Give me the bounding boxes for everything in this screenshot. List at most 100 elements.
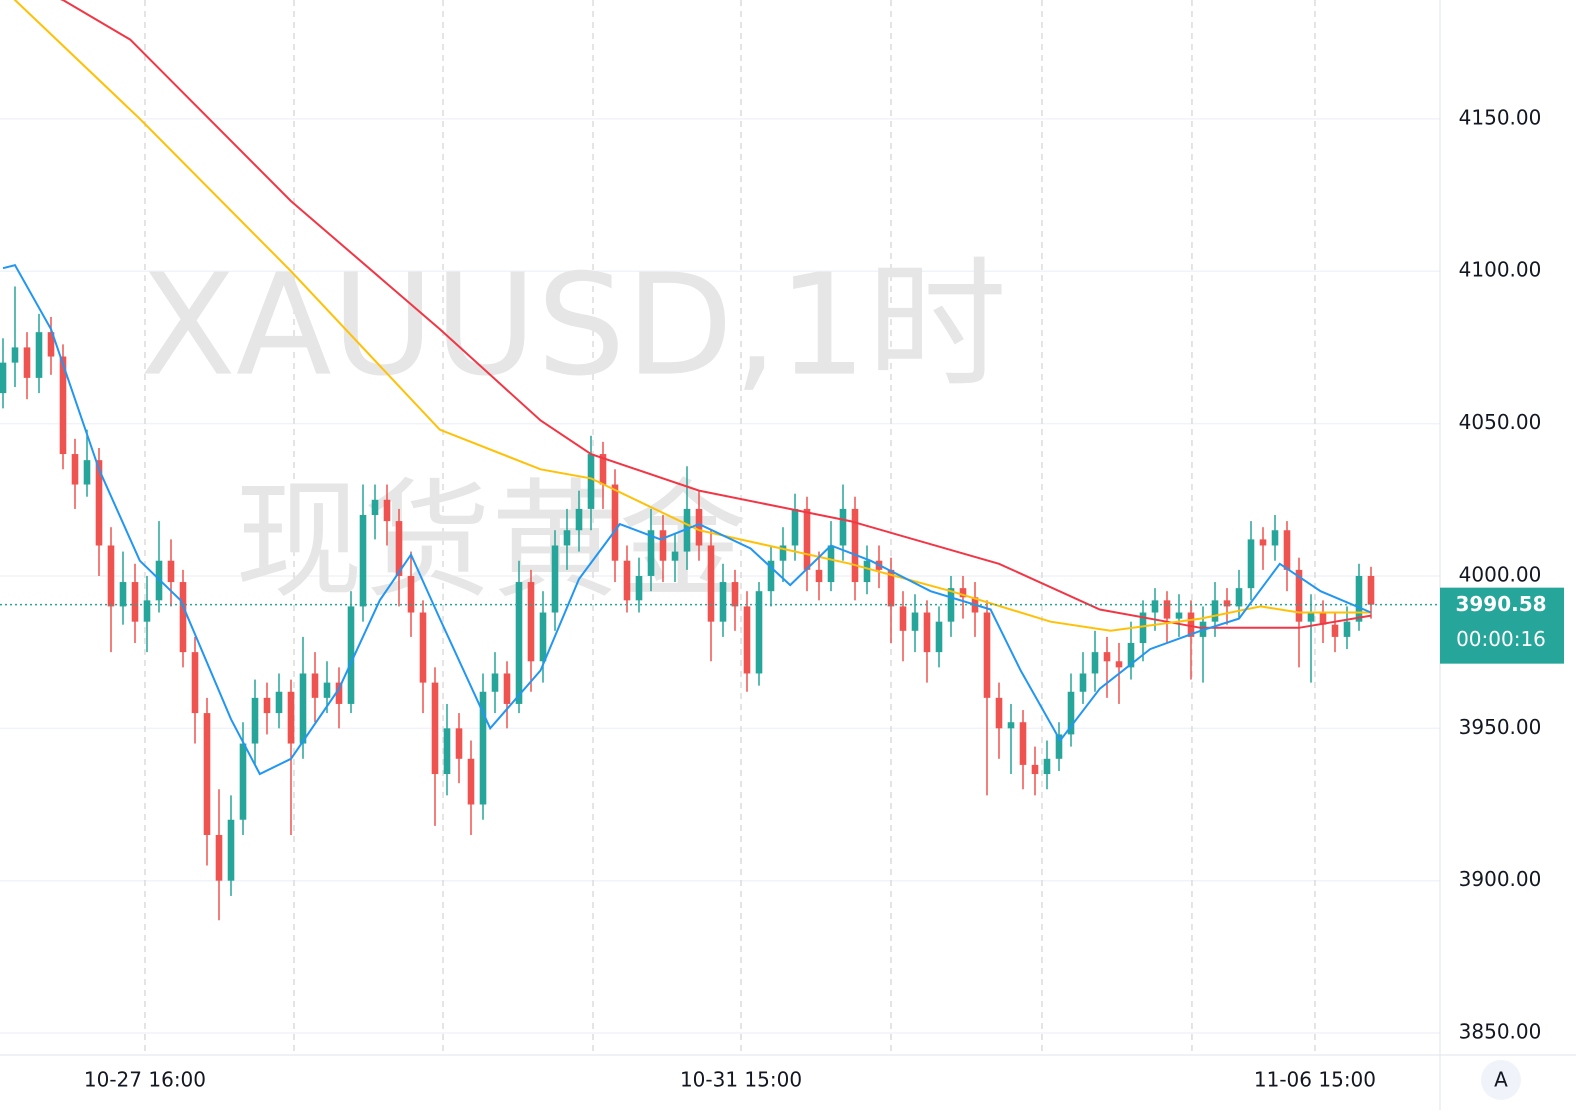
candle-body — [587, 454, 595, 509]
moving-average-line — [13, 0, 1371, 632]
candle-body — [851, 508, 859, 583]
x-tick-label: 10-27 16:00 — [84, 1068, 206, 1092]
candle-body — [503, 673, 511, 704]
candle-body — [0, 362, 7, 394]
candle-body — [227, 819, 235, 881]
candle-body — [683, 508, 691, 552]
candle-body — [827, 545, 835, 583]
candle-body — [491, 673, 499, 692]
axes: 3850.00 3900.00 3950.00 4000.00 4050.00 4100.… — [84, 105, 1564, 1092]
candle-body — [659, 530, 667, 561]
candle-body — [59, 356, 67, 455]
auto-scale-label[interactable]: A — [1494, 1068, 1508, 1092]
moving-average-line — [60, 0, 1372, 629]
candle-body — [803, 508, 811, 570]
candle-body — [335, 682, 343, 704]
price-label-box — [1440, 587, 1564, 664]
candle-body — [935, 621, 943, 653]
candle-body — [719, 582, 727, 622]
candle-body — [791, 508, 799, 546]
candle-body — [1295, 569, 1303, 622]
countdown-label: 00:00:16 — [1456, 627, 1546, 651]
candle-body — [431, 682, 439, 775]
candle-body — [767, 560, 775, 592]
candle-body — [599, 454, 607, 485]
candle-body — [1007, 722, 1015, 729]
candle-body — [1019, 722, 1027, 765]
candle-body — [251, 697, 259, 744]
candle-body — [731, 582, 739, 607]
candle-body — [923, 612, 931, 653]
auto-scale-button[interactable] — [1481, 1060, 1521, 1100]
candle-body — [1055, 734, 1063, 759]
candle-body — [1103, 652, 1111, 662]
candle-body — [23, 347, 31, 378]
candle-body — [1151, 600, 1159, 613]
candle-body — [1259, 539, 1267, 546]
candle-body — [395, 521, 403, 576]
candle-body — [707, 545, 715, 622]
candle-body — [47, 332, 55, 357]
candle-body — [467, 758, 475, 805]
candle-body — [131, 582, 139, 622]
candle-body — [527, 582, 535, 662]
candle-body — [35, 332, 43, 378]
y-tick-label: 4050.00 — [1459, 410, 1542, 434]
candle-body — [1247, 539, 1255, 589]
candle-body — [1283, 530, 1291, 570]
candle-body — [455, 728, 463, 759]
candle-body — [71, 454, 79, 485]
candle-body — [1355, 575, 1363, 622]
candle-body — [911, 612, 919, 631]
candle-body — [287, 691, 295, 744]
plot-area — [0, 0, 1440, 921]
candle-body — [311, 673, 319, 698]
candle-body — [167, 560, 175, 583]
candle-body — [1187, 612, 1195, 637]
candle-body — [539, 612, 547, 662]
moving-average-line — [2, 263, 1372, 776]
candle-body — [899, 606, 907, 631]
candle-body — [143, 600, 151, 622]
watermark: 现货黄金 — [235, 467, 747, 616]
candle-body — [515, 582, 523, 704]
candle-body — [95, 460, 103, 546]
candle-body — [755, 591, 763, 674]
candle-body — [815, 569, 823, 583]
candle-body — [1235, 588, 1243, 607]
candle-body — [191, 652, 199, 714]
candle-body — [995, 697, 1003, 729]
last-price-label: 3990.58 — [1455, 592, 1546, 616]
candle-body — [983, 612, 991, 698]
candle-body — [239, 743, 247, 820]
candle-body — [1139, 612, 1147, 643]
candle-body — [1343, 621, 1351, 637]
candle-body — [563, 530, 571, 546]
y-tick-label: 3850.00 — [1459, 1020, 1542, 1044]
candle-body — [383, 499, 391, 522]
candle-body — [1115, 661, 1123, 668]
candle-body — [779, 545, 787, 561]
candle-body — [635, 575, 643, 601]
watermark: XAUUSD,1时 — [140, 245, 1007, 408]
candle-body — [119, 582, 127, 607]
candle-body — [179, 582, 187, 653]
candle-body — [611, 484, 619, 561]
candle-body — [647, 530, 655, 576]
candle-body — [479, 691, 487, 805]
candle-body — [275, 691, 283, 714]
candle-body — [743, 606, 751, 674]
candle-body — [551, 545, 559, 613]
candle-body — [1175, 612, 1183, 619]
candle-body — [323, 682, 331, 698]
candle-body — [347, 606, 355, 704]
y-tick-label: 3950.00 — [1459, 715, 1542, 739]
y-tick-label: 4000.00 — [1459, 562, 1542, 586]
candle-body — [359, 515, 367, 607]
candle-body — [623, 560, 631, 601]
candle-body — [11, 347, 19, 363]
candle-body — [1079, 673, 1087, 692]
candle-body — [1163, 600, 1171, 619]
